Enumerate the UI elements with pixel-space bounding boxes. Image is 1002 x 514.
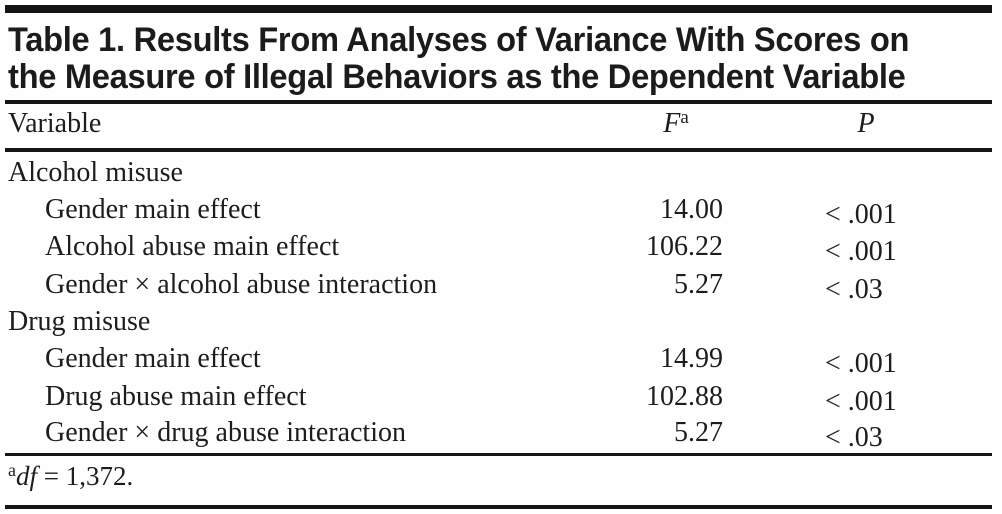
- top-thick-rule: [5, 5, 992, 13]
- f-value: 106.22: [646, 231, 723, 262]
- table-row: Gender × alcohol abuse interaction 5.27 …: [0, 266, 1002, 305]
- table-row: Alcohol abuse main effect 106.22 < .001: [0, 228, 1002, 267]
- table-header-row: Variable Fa P: [0, 105, 1002, 142]
- rule-below-caption: [5, 100, 992, 104]
- p-value: < .001: [825, 386, 897, 417]
- f-value: 14.00: [660, 194, 723, 225]
- row-label: Alcohol misuse: [8, 157, 183, 188]
- p-value: < .001: [825, 348, 897, 379]
- column-header-f: Fa: [663, 105, 689, 142]
- f-value: 5.27: [674, 417, 723, 448]
- row-label: Drug abuse main effect: [45, 381, 307, 412]
- f-footnote-marker: a: [680, 107, 689, 128]
- p-value: < .001: [825, 199, 897, 230]
- table-row-group-drug-misuse: Drug misuse: [0, 303, 1002, 340]
- p-value: < .001: [825, 236, 897, 267]
- table-row: Drug abuse main effect 102.88 < .001: [0, 378, 1002, 417]
- p-value: < .03: [825, 274, 883, 305]
- column-header-variable: Variable: [8, 108, 102, 139]
- row-label: Gender main effect: [45, 194, 261, 225]
- f-value: 102.88: [646, 381, 723, 412]
- row-label: Gender × alcohol abuse interaction: [45, 269, 438, 300]
- table-caption-line1: Table 1. Results From Analyses of Varian…: [8, 21, 910, 59]
- p-value: < .03: [825, 422, 883, 453]
- rule-above-footnote: [5, 453, 992, 456]
- f-value: 5.27: [674, 269, 723, 300]
- table-caption-line2: the Measure of Illegal Behaviors as the …: [8, 58, 906, 96]
- bottom-rule: [5, 505, 992, 509]
- rule-below-header: [5, 148, 992, 152]
- table-footnote: adf = 1,372.: [8, 458, 133, 495]
- footnote-df: df: [16, 461, 38, 491]
- row-label: Gender × drug abuse interaction: [45, 417, 406, 448]
- table-row-group-alcohol-misuse: Alcohol misuse: [0, 154, 1002, 191]
- row-label: Alcohol abuse main effect: [45, 231, 340, 262]
- table-row: Gender × drug abuse interaction 5.27 < .…: [0, 414, 1002, 453]
- footnote-text: = 1,372.: [37, 461, 134, 491]
- column-header-p: P: [857, 108, 875, 139]
- row-label: Gender main effect: [45, 343, 261, 374]
- row-label: Drug misuse: [8, 306, 151, 337]
- f-value: 14.99: [660, 343, 723, 374]
- table-row: Gender main effect 14.99 < .001: [0, 340, 1002, 379]
- footnote-marker: a: [8, 460, 16, 480]
- table-row: Gender main effect 14.00 < .001: [0, 191, 1002, 230]
- f-symbol: F: [663, 108, 681, 139]
- table-caption: Table 1. Results From Analyses of Varian…: [8, 22, 947, 96]
